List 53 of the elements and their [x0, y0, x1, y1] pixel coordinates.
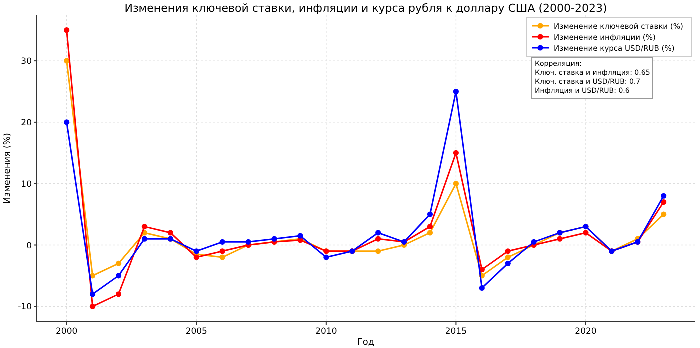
point — [453, 88, 459, 95]
point — [557, 236, 563, 242]
point — [90, 273, 96, 279]
y-tick-label: 0 — [26, 241, 32, 252]
point — [427, 224, 434, 230]
point — [272, 236, 278, 242]
point — [427, 230, 434, 236]
y-axis-title: Изменения (%) — [3, 133, 13, 204]
point — [220, 239, 226, 245]
y-tick-label: 10 — [21, 180, 32, 190]
point — [116, 260, 122, 266]
point — [220, 254, 226, 260]
x-tick-label: 2020 — [575, 327, 597, 337]
x-tick-label: 2005 — [186, 327, 208, 337]
y-tick-label: -10 — [18, 302, 32, 313]
point — [453, 150, 459, 156]
point — [194, 248, 200, 254]
x-axis-title: Год — [357, 338, 375, 348]
x-tick-label: 2010 — [316, 327, 338, 337]
point — [90, 292, 96, 298]
point — [505, 254, 511, 260]
point — [661, 193, 667, 199]
point — [453, 181, 459, 187]
point — [505, 248, 511, 254]
point — [220, 248, 226, 254]
point — [64, 120, 70, 126]
point — [661, 199, 667, 206]
point — [324, 254, 330, 260]
point — [531, 239, 537, 245]
point — [142, 236, 148, 242]
point — [90, 304, 96, 310]
point — [64, 28, 70, 34]
chart-title: Изменения ключевой ставки, инфляции и курса рубля к доллару США (2000-2023) — [124, 2, 608, 15]
y-tick-label: 30 — [21, 57, 32, 68]
x-tick-label: 2000 — [56, 327, 78, 337]
point — [116, 273, 122, 279]
point — [376, 230, 382, 236]
x-tick-label: 2015 — [445, 327, 468, 337]
point — [246, 239, 252, 245]
point — [661, 212, 667, 218]
point — [427, 212, 434, 218]
point — [505, 260, 511, 266]
point — [298, 233, 304, 239]
point — [376, 248, 382, 254]
point — [168, 230, 174, 236]
point — [116, 292, 122, 298]
point — [194, 254, 200, 260]
point — [64, 58, 70, 64]
point — [142, 224, 148, 230]
point — [479, 285, 485, 292]
point — [376, 236, 382, 242]
point — [583, 230, 589, 236]
y-tick-label: 20 — [21, 118, 32, 128]
